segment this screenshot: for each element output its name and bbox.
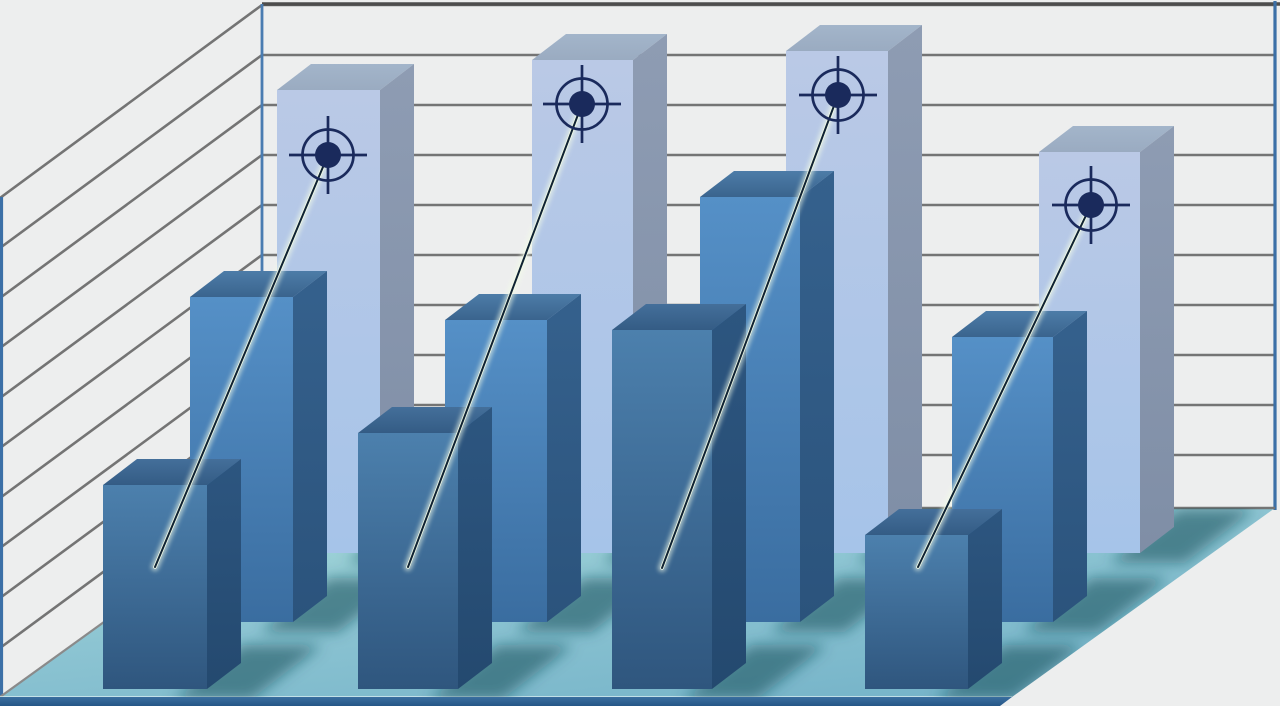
target-crosshair-icon bbox=[799, 56, 877, 134]
bar-top-face bbox=[865, 509, 1002, 535]
left-wall-gridline bbox=[0, 153, 263, 350]
bar-top-face bbox=[532, 34, 667, 60]
bar-side-face bbox=[1140, 126, 1174, 553]
target-guide-line-g1 bbox=[151, 151, 332, 571]
left-wall-gridline bbox=[0, 203, 263, 400]
bar-top-face bbox=[277, 64, 414, 90]
bar-shadow-g4-middle bbox=[1022, 578, 1168, 632]
crosshair-center-dot bbox=[315, 142, 341, 168]
crosshair-center-dot bbox=[569, 91, 595, 117]
bar-side-face bbox=[968, 509, 1002, 689]
guide-line-core bbox=[407, 103, 583, 568]
left-wall-gridline bbox=[0, 3, 263, 200]
bar-shadow-g4-back bbox=[1109, 509, 1255, 563]
target-guide-line-g3 bbox=[658, 91, 842, 572]
bar-top-face bbox=[786, 25, 922, 51]
left-wall-gridline bbox=[0, 103, 263, 300]
bar-side-face bbox=[547, 294, 581, 622]
left-wall-gridline bbox=[0, 53, 263, 250]
target-guide-line-g4 bbox=[914, 201, 1095, 571]
bar-side-face bbox=[888, 25, 922, 553]
crosshair-center-dot bbox=[825, 82, 851, 108]
bar-group4-front bbox=[865, 509, 1002, 689]
bar-shadow-g3-front bbox=[682, 645, 827, 697]
guide-line-core bbox=[917, 204, 1092, 568]
target-guide-line-g2 bbox=[404, 100, 586, 571]
target-crosshair-icon bbox=[543, 65, 621, 143]
target-crosshair-icon bbox=[1052, 166, 1130, 244]
bar-front-face bbox=[865, 535, 968, 689]
bar-top-face bbox=[103, 459, 241, 485]
guide-line-core bbox=[154, 154, 329, 568]
target-crosshair-icon bbox=[289, 116, 367, 194]
floor-front-face bbox=[0, 697, 1012, 706]
bar-top-face bbox=[1039, 126, 1174, 152]
bar-front-face bbox=[103, 485, 207, 689]
bar-top-face bbox=[190, 271, 327, 297]
bar-group2-front bbox=[358, 407, 492, 689]
bar-shadow-g2-front bbox=[428, 645, 573, 697]
crosshair-center-dot bbox=[1078, 192, 1104, 218]
bar-group1-front bbox=[103, 459, 241, 689]
bar-top-face bbox=[952, 311, 1087, 337]
bar-front-face bbox=[612, 330, 712, 689]
bar-group3-front bbox=[612, 304, 746, 689]
bar-top-face bbox=[445, 294, 581, 320]
guide-line-core bbox=[661, 94, 839, 569]
bar-top-face bbox=[612, 304, 746, 330]
bar-side-face bbox=[207, 459, 241, 689]
bar-side-face bbox=[800, 171, 834, 622]
bar-side-face bbox=[1053, 311, 1087, 622]
bar-side-face bbox=[458, 407, 492, 689]
bar-side-face bbox=[293, 271, 327, 622]
